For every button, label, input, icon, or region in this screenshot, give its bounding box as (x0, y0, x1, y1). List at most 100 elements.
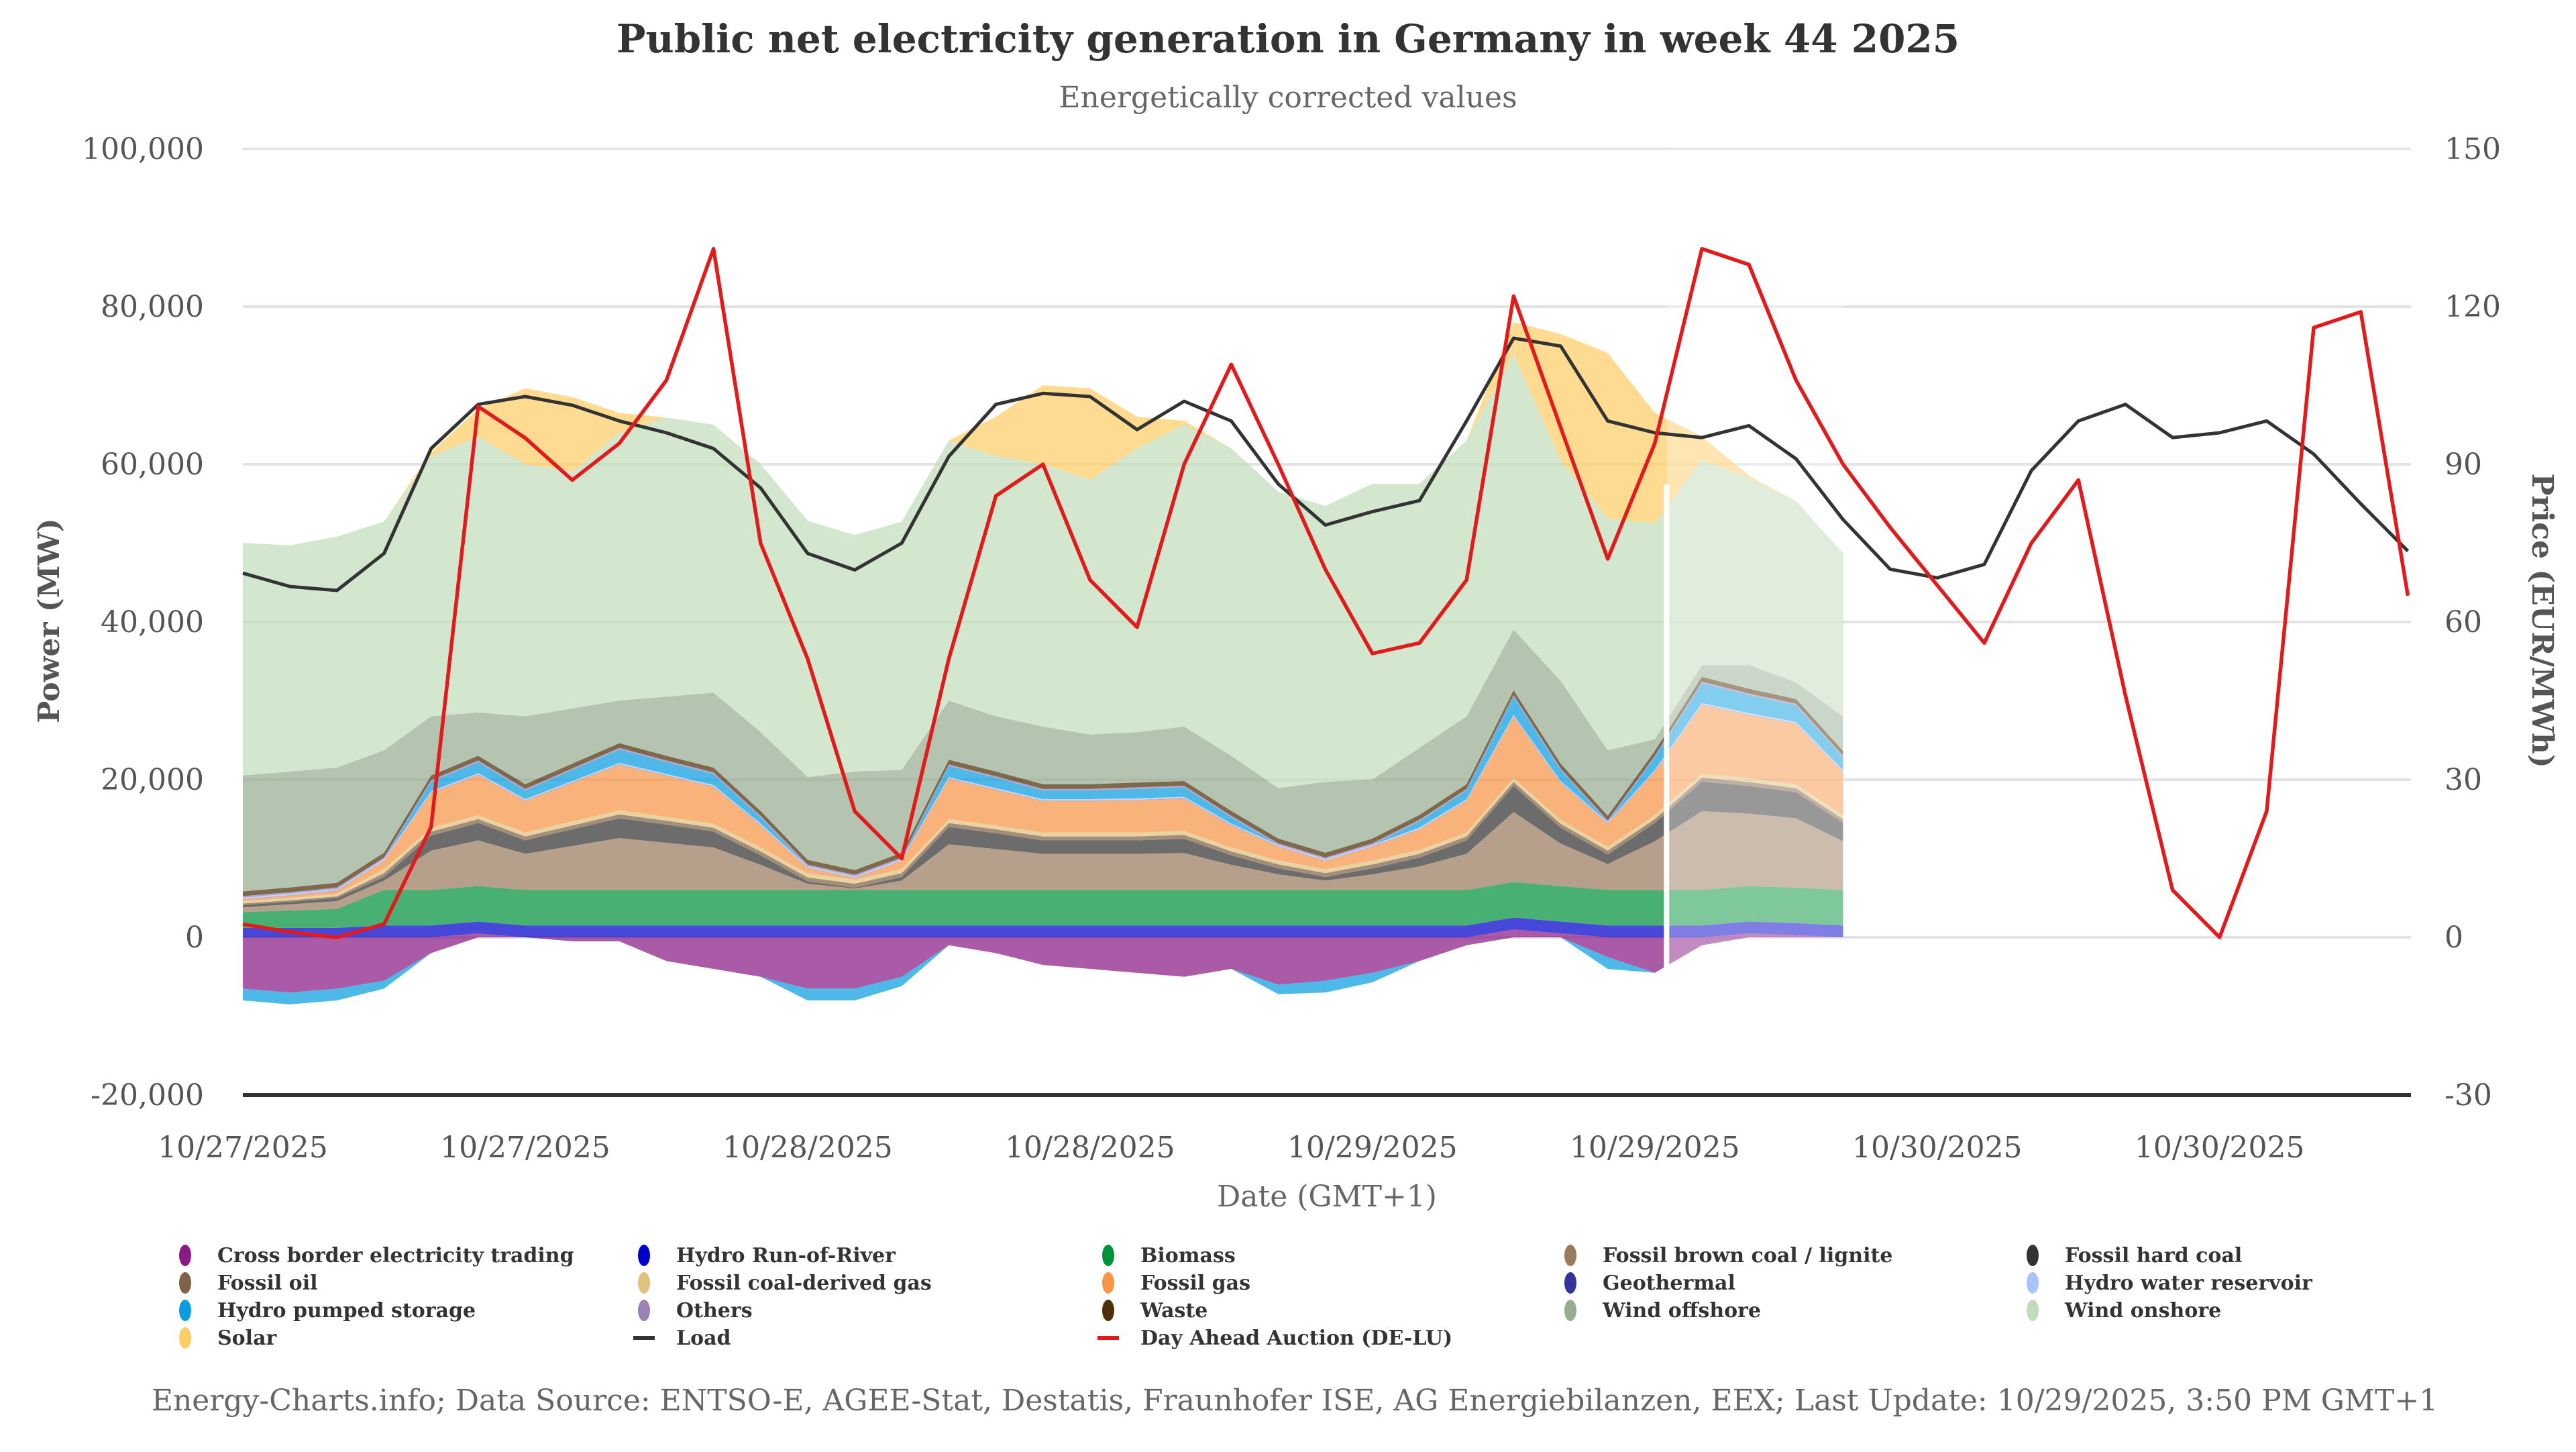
legend-swatch (179, 1327, 191, 1349)
legend-label: Hydro pumped storage (217, 1299, 476, 1323)
legend-item-wind-offshore[interactable]: Wind offshore (1564, 1299, 1761, 1323)
legend-label: Day Ahead Auction (DE-LU) (1140, 1327, 1452, 1350)
legend-label: Fossil coal-derived gas (676, 1272, 932, 1295)
legend-swatch (1564, 1245, 1576, 1266)
legend-swatch (1102, 1300, 1114, 1321)
area-fossil-brown-coal-lignite (243, 811, 1843, 913)
legend-swatch (179, 1272, 191, 1294)
x-tick-label: 10/28/2025 (1005, 1131, 1175, 1165)
legend-swatch (179, 1245, 191, 1266)
x-tick-label: 10/29/2025 (1287, 1131, 1458, 1165)
y-axis-left: -20,000 0 20,000 40,000 60,000 80,000 100,000 (82, 132, 204, 1112)
y2-tick-label: 30 (2445, 763, 2482, 797)
legend-item-hydro-water-reservoir[interactable]: Hydro water reservoir (2027, 1272, 2313, 1295)
legend-swatch (638, 1300, 650, 1321)
legend-label: Fossil oil (217, 1272, 318, 1295)
y2-tick-label: -30 (2445, 1078, 2492, 1112)
y-tick-label: 60,000 (101, 448, 204, 482)
legend-label: Biomass (1140, 1244, 1236, 1267)
area-others (243, 681, 1843, 898)
chart-subtitle: Energetically corrected values (1059, 81, 1517, 115)
y2-tick-label: 60 (2445, 605, 2482, 639)
y-tick-label: 100,000 (82, 132, 204, 166)
legend-item-fossil-hard-coal[interactable]: Fossil hard coal (2027, 1244, 2242, 1267)
y2-axis-label: Price (EUR/MWh) (2525, 473, 2559, 768)
x-tick-label: 10/29/2025 (1570, 1131, 1740, 1165)
legend-swatch (179, 1300, 191, 1321)
y2-tick-label: 150 (2445, 132, 2501, 166)
legend-item-fossil-brown-coal-lignite[interactable]: Fossil brown coal / lignite (1564, 1244, 1892, 1267)
area-fossil-hard-coal (243, 781, 1843, 908)
forecast-overlay (1666, 149, 1843, 1095)
y2-tick-label: 0 (2445, 921, 2463, 955)
legend-label: Waste (1140, 1299, 1208, 1323)
legend-item-fossil-coal-derived-gas[interactable]: Fossil coal-derived gas (638, 1272, 932, 1295)
legend-swatch (2027, 1272, 2039, 1294)
x-tick-label: 10/27/2025 (158, 1131, 328, 1165)
legend-swatch (638, 1272, 650, 1294)
legend-label: Solar (217, 1327, 278, 1350)
y-tick-label: 0 (185, 921, 204, 955)
line-load (242, 336, 2410, 592)
legend-label: Wind offshore (1602, 1299, 1761, 1323)
area-waste (243, 676, 1843, 896)
legend-item-solar[interactable]: Solar (179, 1327, 278, 1350)
legend-label: Fossil brown coal / lignite (1603, 1244, 1892, 1267)
legend-label: Wind onshore (2064, 1299, 2221, 1323)
x-axis-label: Date (GMT+1) (1217, 1180, 1437, 1214)
y2-tick-label: 90 (2445, 448, 2482, 482)
area-hydro-run-of-river (243, 917, 1843, 937)
legend-item-fossil-gas[interactable]: Fossil gas (1102, 1272, 1250, 1295)
legend-label: Load (676, 1327, 731, 1350)
area-cross-border-electricity-trading (243, 929, 1843, 937)
legend-item-fossil-oil[interactable]: Fossil oil (179, 1272, 318, 1295)
legend-item-cross-border-electricity-trading[interactable]: Cross border electricity trading (179, 1244, 574, 1267)
area-fossil-gas (243, 705, 1843, 901)
legend-swatch (2027, 1245, 2039, 1266)
x-tick-label: 10/30/2025 (2135, 1131, 2305, 1165)
legend-item-wind-onshore[interactable]: Wind onshore (2027, 1299, 2221, 1323)
y-axis-label: Power (MW) (32, 518, 66, 723)
legend-swatch (1102, 1245, 1114, 1266)
line-series (242, 247, 2410, 939)
x-axis: 10/27/2025 10/27/2025 10/28/2025 10/28/2025… (158, 1131, 2304, 1165)
legend-item-hydro-pumped-storage[interactable]: Hydro pumped storage (179, 1299, 476, 1323)
legend-swatch (1564, 1272, 1576, 1294)
legend-swatch (638, 1245, 650, 1266)
legend-label: Geothermal (1603, 1272, 1735, 1295)
legend-swatch (1102, 1272, 1114, 1294)
legend-swatch (1564, 1300, 1576, 1321)
y-tick-label: 40,000 (101, 605, 204, 639)
legend-swatch (2027, 1300, 2039, 1321)
legend-label: Cross border electricity trading (217, 1244, 574, 1267)
legend-label: Hydro water reservoir (2065, 1272, 2313, 1295)
legend-item-others[interactable]: Others (638, 1299, 753, 1323)
area-wind-offshore (243, 629, 1843, 892)
legend-label: Fossil hard coal (2065, 1244, 2242, 1267)
legend-item-load[interactable]: Load (633, 1327, 731, 1350)
chart-title: Public net electricity generation in Ger… (616, 16, 1960, 62)
legend-label: Fossil gas (1140, 1272, 1250, 1295)
x-tick-label: 10/27/2025 (440, 1131, 610, 1165)
y-tick-label: 80,000 (101, 290, 204, 324)
area-biomass (243, 882, 1843, 928)
y-tick-label: -20,000 (91, 1078, 204, 1112)
legend-line-swatch (1097, 1336, 1119, 1340)
area-cross-border-electricity-trading (243, 937, 1843, 993)
y2-tick-label: 120 (2445, 290, 2501, 324)
x-tick-label: 10/28/2025 (722, 1131, 893, 1165)
legend-item-biomass[interactable]: Biomass (1102, 1244, 1236, 1267)
legend-line-swatch (633, 1336, 655, 1340)
footer-source: Energy-Charts.info; Data Source: ENTSO-E… (152, 1384, 2438, 1418)
legend-item-waste[interactable]: Waste (1102, 1299, 1208, 1323)
legend-item-geothermal[interactable]: Geothermal (1564, 1272, 1735, 1295)
x-tick-label: 10/30/2025 (1852, 1131, 2023, 1165)
legend: Cross border electricity trading Hydro Ru… (179, 1244, 2313, 1350)
legend-label: Hydro Run-of-River (676, 1244, 896, 1267)
legend-item-day-ahead-auction-de-lu[interactable]: Day Ahead Auction (DE-LU) (1097, 1327, 1452, 1350)
legend-item-hydro-run-of-river[interactable]: Hydro Run-of-River (638, 1244, 896, 1267)
y-axis-right: -30 0 30 60 90 120 150 (2445, 132, 2501, 1112)
y-tick-label: 20,000 (101, 763, 204, 797)
line-day-ahead-auction-de-lu (242, 247, 2410, 939)
